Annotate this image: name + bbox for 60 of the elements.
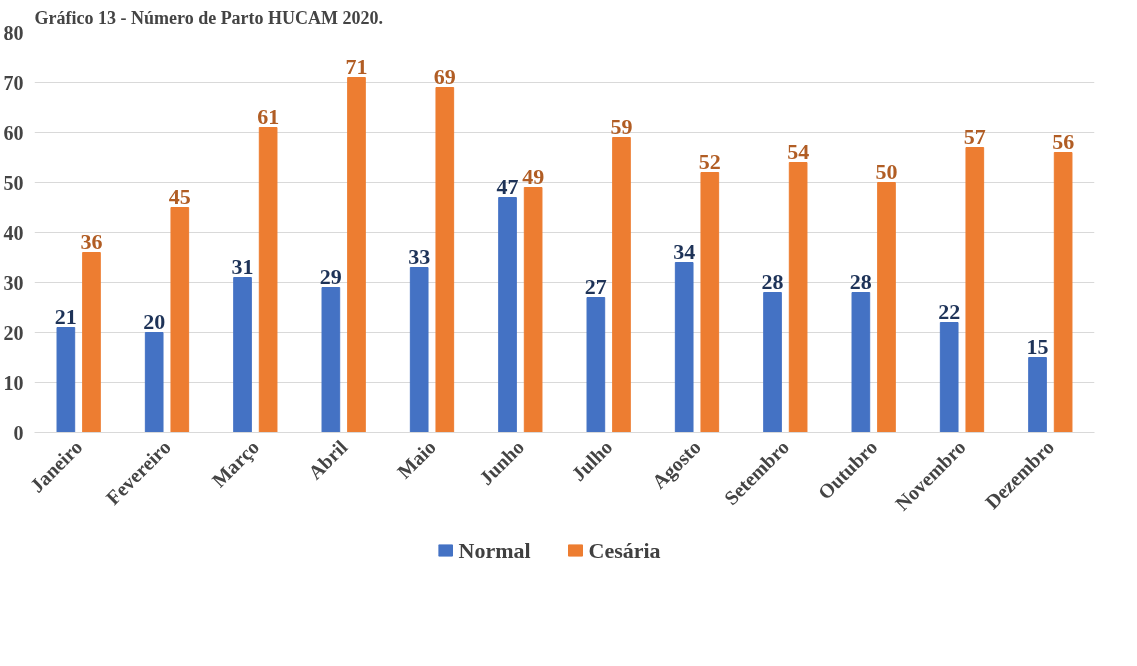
data-label: 20 <box>143 308 166 334</box>
data-label: 27 <box>584 273 607 299</box>
y-tick-label: 60 <box>3 121 24 144</box>
data-label: 59 <box>610 113 633 139</box>
legend-label: Normal <box>458 538 531 563</box>
bar <box>321 287 341 433</box>
data-label: 31 <box>231 253 254 279</box>
data-label: 22 <box>938 298 961 324</box>
data-label: 71 <box>345 53 368 79</box>
bar <box>788 162 808 433</box>
data-label: 29 <box>319 263 342 289</box>
bar <box>258 127 278 433</box>
bar <box>170 207 190 433</box>
chart-title: Gráfico 13 - Número de Parto HUCAM 2020. <box>34 7 384 28</box>
data-label: 28 <box>761 268 784 294</box>
bar <box>877 182 896 433</box>
data-label: 49 <box>522 163 545 189</box>
bar <box>700 172 720 433</box>
bar <box>144 332 164 433</box>
data-label: 15 <box>1026 333 1049 359</box>
data-label: 34 <box>673 238 696 264</box>
data-label: 52 <box>698 148 721 174</box>
data-label: 36 <box>80 228 103 254</box>
data-label: 33 <box>408 243 431 269</box>
bar <box>851 292 871 433</box>
data-label: 57 <box>963 123 986 149</box>
bar <box>674 262 694 433</box>
data-label: 54 <box>787 138 810 164</box>
data-label: 50 <box>875 158 898 184</box>
bar <box>233 277 252 433</box>
data-label: 56 <box>1052 128 1075 154</box>
y-tick-label: 70 <box>3 71 24 94</box>
bar <box>586 297 606 433</box>
bar <box>612 137 631 433</box>
data-label: 69 <box>433 63 456 89</box>
legend-label: Cesária <box>588 538 661 563</box>
bar <box>409 267 429 433</box>
data-label: 47 <box>496 173 519 199</box>
y-tick-label: 50 <box>3 171 24 194</box>
bar <box>965 147 985 433</box>
bar <box>435 87 455 433</box>
bar <box>347 77 366 433</box>
bar <box>498 197 517 433</box>
y-tick-label: 20 <box>3 321 24 344</box>
data-label: 45 <box>168 183 191 209</box>
bar <box>1053 152 1073 433</box>
data-label: 21 <box>54 303 77 329</box>
y-tick-label: 10 <box>3 371 24 394</box>
bar <box>56 327 76 433</box>
y-tick-label: 80 <box>3 21 24 44</box>
bar <box>1028 357 1047 433</box>
y-tick-label: 40 <box>3 221 24 244</box>
bar <box>523 187 543 433</box>
bar <box>763 292 782 433</box>
bar <box>82 252 101 433</box>
data-label: 28 <box>849 268 872 294</box>
y-tick-label: 0 <box>13 421 24 444</box>
y-tick-label: 30 <box>3 271 24 294</box>
bar <box>939 322 959 433</box>
data-label: 61 <box>257 103 280 129</box>
